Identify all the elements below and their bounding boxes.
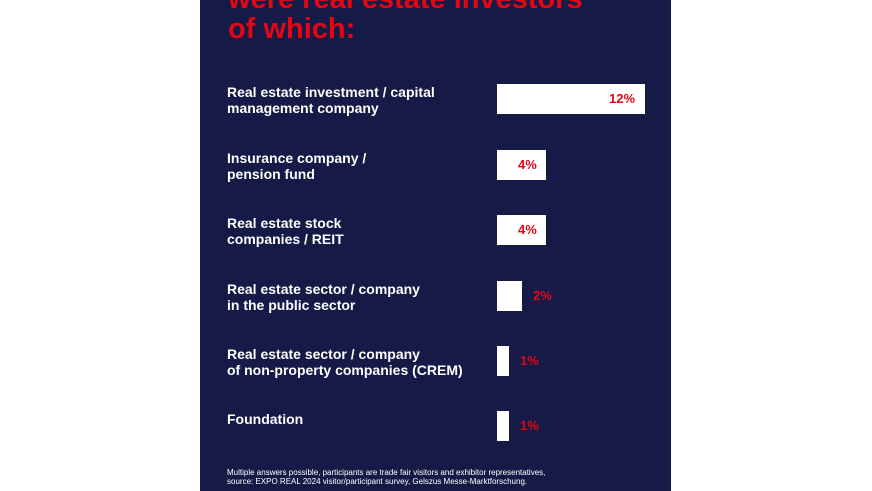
category-label: Foundation [227,411,304,427]
bar-row: Foundation 1% [200,411,671,451]
bar [497,215,546,245]
category-label: Real estate sector / company of non-prop… [227,346,463,378]
value-label: 4% [518,222,537,237]
infographic-panel: were real estate investors of which: Rea… [200,0,671,491]
bar [497,411,509,441]
bar [497,346,509,376]
value-label: 2% [533,288,552,303]
category-label: Real estate stock companies / REIT [227,215,344,247]
bar-row: Real estate sector / company in the publ… [200,281,671,321]
value-label: 1% [520,418,539,433]
bar-row: Real estate investment / capital managem… [200,84,671,124]
bar-row: Insurance company / pension fund 4% [200,150,671,190]
value-label: 4% [518,157,537,172]
category-label: Real estate sector / company in the publ… [227,281,420,313]
category-label: Insurance company / pension fund [227,150,367,182]
bar-row: Real estate stock companies / REIT 4% [200,215,671,255]
value-label: 12% [609,91,636,106]
category-label: Real estate investment / capital managem… [227,84,435,116]
chart-title: were real estate investors of which: [228,0,583,45]
bar [497,84,645,114]
bar [497,281,522,311]
bar [497,150,546,180]
value-label: 1% [520,353,539,368]
footnote: Multiple answers possible, participants … [227,468,546,486]
bar-row: Real estate sector / company of non-prop… [200,346,671,386]
